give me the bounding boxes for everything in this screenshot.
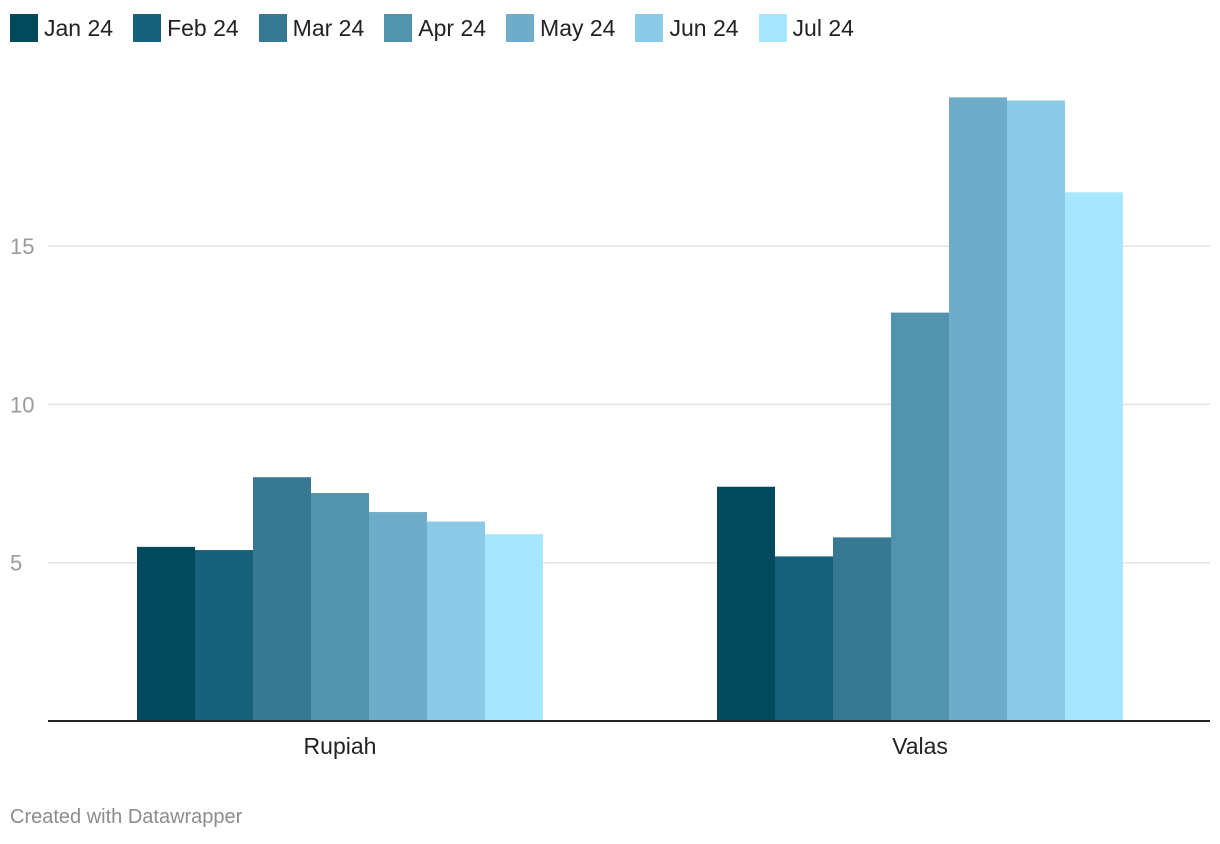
bar-valas-may-24 <box>949 97 1007 721</box>
legend-label: May 24 <box>540 14 616 41</box>
axes: Rupiah Valas <box>48 720 1210 759</box>
y-tick-label: 10 <box>10 392 34 417</box>
bar-valas-feb-24 <box>775 556 833 721</box>
bar-rupiah-feb-24 <box>195 550 253 721</box>
legend-label: Jun 24 <box>669 14 739 41</box>
legend-label: Feb 24 <box>167 14 239 41</box>
bar-rupiah-may-24 <box>369 512 427 721</box>
bar-rupiah-jun-24 <box>427 521 485 721</box>
legend-item-jun-24: Jun 24 <box>635 14 739 42</box>
bar-valas-jan-24 <box>717 486 775 721</box>
legend-item-apr-24: Apr 24 <box>384 14 486 42</box>
legend-swatch <box>635 14 664 42</box>
bars <box>137 97 1123 722</box>
legend-item-mar-24: Mar 24 <box>258 14 365 42</box>
legend-swatch <box>10 14 38 42</box>
legend-label: Mar 24 <box>292 14 365 41</box>
legend-item-jul-24: Jul 24 <box>758 14 854 42</box>
legend-swatch <box>758 14 787 42</box>
legend-label: Jul 24 <box>792 14 854 41</box>
bar-valas-jun-24 <box>1007 100 1065 722</box>
legend-swatch <box>133 14 162 42</box>
chart-legend: Jan 24 Feb 24 Mar 24 Apr 24 May 24 Jun 24 Jul … <box>10 12 874 44</box>
legend-item-feb-24: Feb 24 <box>133 14 239 42</box>
legend-swatch <box>506 14 535 42</box>
bar-valas-jul-24 <box>1065 192 1123 722</box>
legend-label: Jan 24 <box>44 14 114 41</box>
y-tick-label: 5 <box>10 551 22 576</box>
y-tick-label: 15 <box>10 234 34 259</box>
legend-swatch <box>258 14 287 42</box>
bar-rupiah-jan-24 <box>137 546 195 721</box>
bar-valas-apr-24 <box>891 312 949 721</box>
bar-rupiah-jul-24 <box>485 534 543 721</box>
legend-label: Apr 24 <box>418 14 487 41</box>
legend-item-jan-24: Jan 24 <box>10 14 113 42</box>
legend-swatch <box>384 14 413 42</box>
category-label-valas: Valas <box>892 733 948 759</box>
bar-valas-mar-24 <box>833 537 891 721</box>
bar-rupiah-apr-24 <box>311 493 369 721</box>
datawrapper-credit[interactable]: Created with Datawrapper <box>10 806 243 828</box>
legend-item-may-24: May 24 <box>506 14 615 42</box>
bar-rupiah-mar-24 <box>253 477 311 721</box>
category-label-rupiah: Rupiah <box>304 733 377 759</box>
